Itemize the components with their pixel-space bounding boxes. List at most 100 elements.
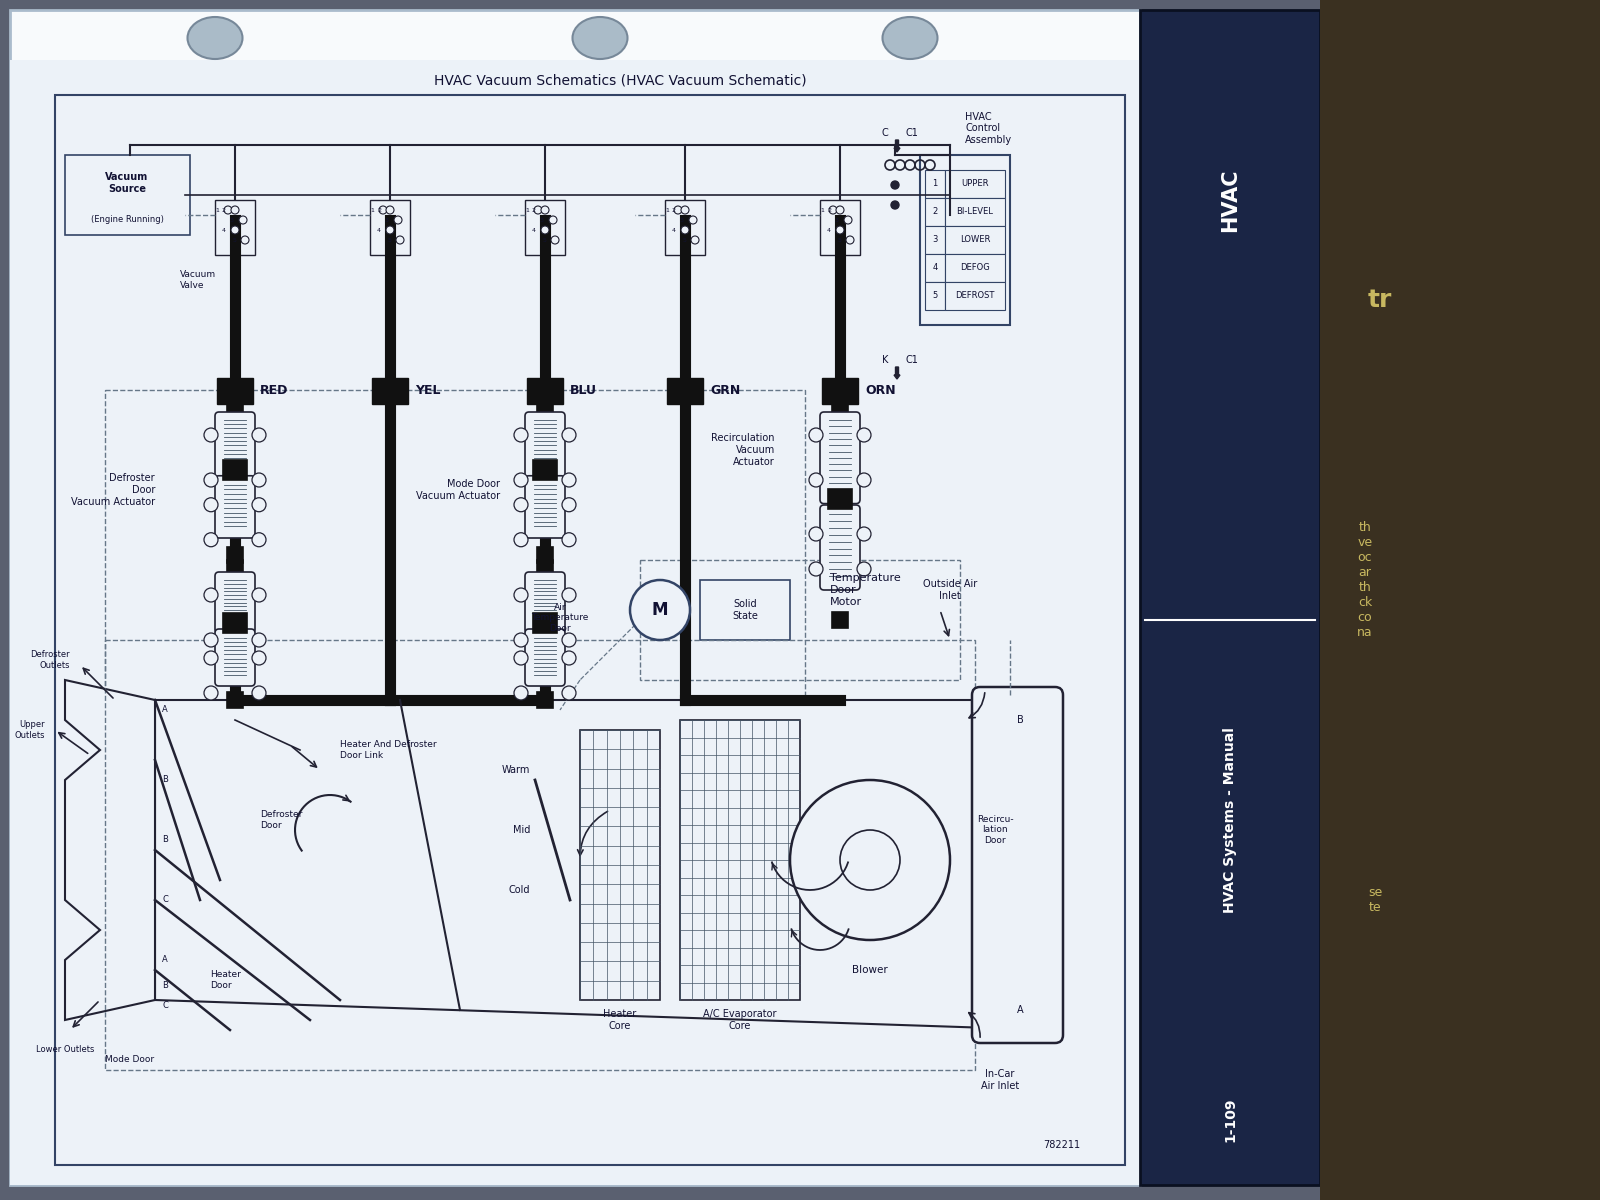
Circle shape: [562, 533, 576, 547]
FancyBboxPatch shape: [819, 505, 861, 590]
Text: Mid: Mid: [512, 826, 530, 835]
Circle shape: [891, 181, 899, 188]
Text: Mode Door
Vacuum Actuator: Mode Door Vacuum Actuator: [416, 479, 499, 500]
Text: 4: 4: [933, 264, 938, 272]
Bar: [925, 198, 946, 226]
Text: 3: 3: [230, 217, 234, 222]
Circle shape: [835, 226, 845, 234]
Text: Defroster
Door: Defroster Door: [259, 810, 302, 829]
Circle shape: [691, 236, 699, 244]
Circle shape: [514, 634, 528, 647]
Circle shape: [514, 428, 528, 442]
Text: Heater And Defroster
Door Link: Heater And Defroster Door Link: [339, 740, 437, 760]
Text: ORN: ORN: [866, 384, 896, 397]
Ellipse shape: [883, 17, 938, 59]
Circle shape: [514, 650, 528, 665]
Circle shape: [205, 428, 218, 442]
Text: UPPER: UPPER: [962, 180, 989, 188]
Text: 782211: 782211: [1043, 1140, 1080, 1150]
Text: C: C: [882, 128, 888, 138]
FancyBboxPatch shape: [214, 629, 254, 686]
Bar: [946, 254, 1005, 282]
Circle shape: [682, 226, 690, 234]
Text: DEFOG: DEFOG: [960, 264, 990, 272]
Text: 4: 4: [672, 228, 675, 233]
Bar: [66, 155, 190, 235]
Bar: [538, 560, 554, 576]
Circle shape: [891, 200, 899, 209]
Circle shape: [242, 236, 250, 244]
FancyArrow shape: [894, 140, 899, 152]
Circle shape: [205, 634, 218, 647]
Text: B: B: [162, 835, 168, 845]
Text: 4: 4: [222, 228, 226, 233]
Circle shape: [397, 236, 403, 244]
Bar: [666, 200, 706, 254]
Text: HVAC: HVAC: [1221, 168, 1240, 232]
Bar: [106, 390, 805, 780]
Text: 1: 1: [821, 208, 824, 212]
Circle shape: [549, 216, 557, 224]
Ellipse shape: [573, 17, 627, 59]
Text: C1: C1: [906, 128, 918, 138]
Bar: [538, 692, 554, 708]
Ellipse shape: [187, 17, 243, 59]
Circle shape: [514, 533, 528, 547]
Circle shape: [230, 226, 238, 234]
Circle shape: [238, 216, 246, 224]
Circle shape: [386, 226, 394, 234]
Text: 1-109: 1-109: [1222, 1098, 1237, 1142]
Circle shape: [534, 206, 542, 214]
Circle shape: [514, 686, 528, 700]
Bar: [925, 226, 946, 254]
Circle shape: [253, 428, 266, 442]
Bar: [538, 400, 554, 416]
Circle shape: [253, 473, 266, 487]
Bar: [946, 226, 1005, 254]
Bar: [1320, 0, 1600, 1200]
Circle shape: [205, 686, 218, 700]
Circle shape: [541, 206, 549, 214]
FancyBboxPatch shape: [525, 475, 565, 538]
Circle shape: [562, 498, 576, 511]
Bar: [10, 60, 1139, 1186]
Bar: [538, 547, 554, 563]
Polygon shape: [66, 680, 155, 1020]
Circle shape: [205, 473, 218, 487]
Circle shape: [562, 428, 576, 442]
Text: Recirculation
Vacuum
Actuator: Recirculation Vacuum Actuator: [712, 433, 774, 467]
Text: 1: 1: [370, 208, 374, 212]
Text: th
ve
oc
ar
th
ck
co
na: th ve oc ar th ck co na: [1357, 521, 1373, 638]
Circle shape: [253, 650, 266, 665]
Bar: [222, 460, 246, 480]
Text: Temperature
Door
Motor: Temperature Door Motor: [830, 574, 901, 607]
Text: Vacuum
Valve: Vacuum Valve: [179, 270, 216, 289]
Text: 2: 2: [378, 208, 381, 212]
Text: Warm: Warm: [502, 766, 530, 775]
Bar: [525, 200, 565, 254]
Text: Heater
Door: Heater Door: [210, 971, 242, 990]
FancyBboxPatch shape: [973, 686, 1062, 1043]
Text: K: K: [882, 355, 888, 365]
Polygon shape: [155, 700, 1050, 1030]
FancyBboxPatch shape: [214, 572, 254, 634]
Bar: [10, 10, 1139, 1186]
Bar: [579, 730, 661, 1000]
Circle shape: [253, 588, 266, 602]
Circle shape: [674, 206, 682, 214]
Circle shape: [205, 533, 218, 547]
FancyBboxPatch shape: [525, 629, 565, 686]
Circle shape: [810, 428, 822, 442]
Circle shape: [205, 650, 218, 665]
Circle shape: [810, 562, 822, 576]
Text: 3: 3: [680, 217, 685, 222]
Circle shape: [205, 588, 218, 602]
Circle shape: [810, 473, 822, 487]
Circle shape: [253, 533, 266, 547]
Bar: [832, 400, 848, 416]
Text: 1: 1: [525, 208, 530, 212]
Bar: [946, 282, 1005, 310]
Text: In-Car
Air Inlet: In-Car Air Inlet: [981, 1069, 1019, 1091]
Bar: [370, 200, 410, 254]
Text: 5: 5: [232, 238, 237, 242]
